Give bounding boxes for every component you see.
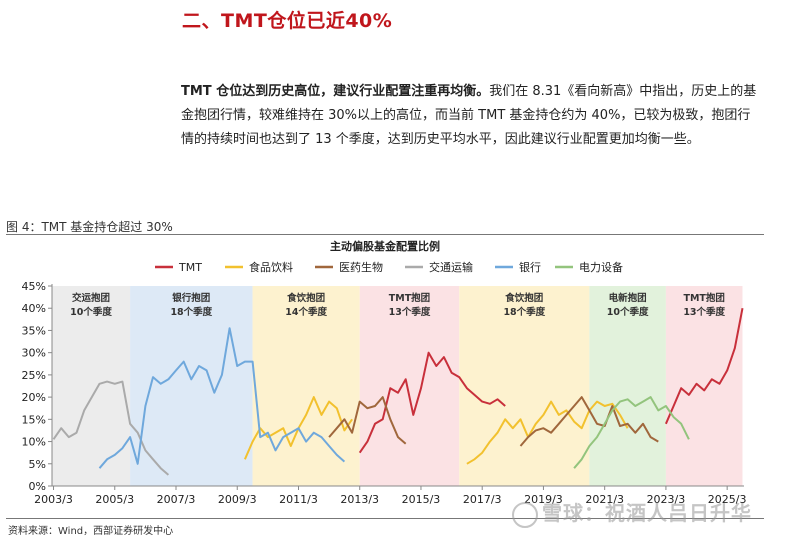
- regions-layer: [52, 286, 743, 486]
- region-band: [665, 286, 743, 486]
- series-line: [52, 380, 170, 476]
- y-tick-label: 25%: [22, 369, 46, 382]
- x-tick-label: 2009/3: [218, 493, 257, 506]
- section-title: 二、TMT仓位已近40%: [182, 10, 393, 32]
- x-tick-label: 2025/3: [708, 493, 747, 506]
- region-label: 食饮抱团: [286, 292, 325, 304]
- series-line: [466, 400, 629, 465]
- series-line: [328, 396, 407, 445]
- y-tick-label: 20%: [22, 391, 46, 404]
- legend-label: 食品饮料: [249, 260, 293, 274]
- region-band: [359, 286, 460, 486]
- x-tick-label: 2015/3: [402, 493, 441, 506]
- x-tick-label: 2021/3: [585, 493, 624, 506]
- series-line: [519, 396, 659, 447]
- y-tick-label: 30%: [22, 347, 46, 360]
- region-label: 交运抱团: [72, 292, 110, 304]
- region-band: [252, 286, 360, 486]
- paragraph-lead: TMT 仓位达到历史高位，建议行业配置注重再均衡。: [181, 84, 490, 99]
- region-label: 银行抱团: [172, 292, 210, 304]
- series-layer: [52, 308, 744, 476]
- y-tick-label: 45%: [22, 280, 46, 293]
- series-line: [664, 308, 744, 425]
- x-tick-label: 2011/3: [279, 493, 318, 506]
- x-tick-label: 2017/3: [463, 493, 502, 506]
- region-label: 14个季度: [285, 306, 327, 318]
- series-line: [573, 396, 690, 469]
- legend-label: 医药生物: [339, 260, 383, 274]
- chart-title: 主动偏股基金配置比例: [330, 239, 440, 253]
- y-tick-label: 15%: [22, 413, 46, 426]
- x-tick-label: 2005/3: [95, 493, 134, 506]
- y-tick-label: 35%: [22, 324, 46, 337]
- region-label: 10个季度: [70, 306, 112, 318]
- figure-bottom-rule: [6, 518, 764, 519]
- region-band: [589, 286, 666, 486]
- legend-label: 银行: [519, 260, 541, 274]
- watermark-text: 雪球：祝酒人吕日升华: [542, 501, 752, 525]
- legend-label: 电力设备: [579, 260, 623, 274]
- x-tick-label: 2019/3: [524, 493, 563, 506]
- region-label: 食饮抱团: [504, 292, 543, 304]
- region-label: TMT抱团: [683, 292, 724, 304]
- region-label: TMT抱团: [389, 292, 430, 304]
- watermark: 雪球：祝酒人吕日升华: [512, 497, 752, 528]
- y-tick-label: 10%: [22, 436, 46, 449]
- legend-label: TMT: [178, 261, 202, 274]
- source-note: 资料来源：Wind，西部证券研发中心: [8, 526, 174, 537]
- legend-label: 交通运输: [429, 260, 473, 274]
- legend: TMT 食品饮料 医药生物 交通运输 银行 电力设备: [155, 260, 623, 274]
- y-tick-label: 0%: [29, 480, 46, 493]
- x-tick-label: 2007/3: [157, 493, 196, 506]
- series-line: [358, 351, 506, 454]
- region-label: 10个季度: [607, 306, 649, 318]
- snowball-icon: [512, 501, 538, 528]
- fund-allocation-chart: 0% 5% 10% 15% 20% 25% 30% 35% 40% 45% 2003/3 2005/3…: [22, 239, 747, 506]
- region-label: 18个季度: [503, 306, 545, 318]
- x-tick-label: 2003/3: [34, 493, 73, 506]
- figure-top-rule: [6, 234, 764, 235]
- x-tick-label: 2013/3: [340, 493, 379, 506]
- region-label: 13个季度: [389, 306, 431, 318]
- region-label: 电新抱团: [609, 292, 647, 304]
- axes-layer: 0% 5% 10% 15% 20% 25% 30% 35% 40% 45% 2003/3 2005/3…: [22, 280, 747, 506]
- region-label: 18个季度: [170, 306, 212, 318]
- x-tick-label: 2023/3: [647, 493, 686, 506]
- body-paragraph: TMT 仓位达到历史高位，建议行业配置注重再均衡。我们在 8.31《看向新高》中…: [181, 80, 761, 152]
- figure-label: 图 4：TMT 基金持仓超过 30%: [6, 220, 173, 234]
- y-tick-label: 5%: [29, 458, 46, 471]
- region-label: 13个季度: [683, 306, 725, 318]
- region-labels-layer: 交运抱团 10个季度 银行抱团 18个季度 食饮抱团 14个季度 TMT抱团 13个季度 食饮抱…: [70, 292, 725, 318]
- y-tick-label: 40%: [22, 302, 46, 315]
- paragraph-body: 我们在 8.31《看向新高》中指出，历史上的基金抱团行情，较难维持在 30%以上…: [181, 84, 757, 147]
- series-line: [98, 327, 346, 469]
